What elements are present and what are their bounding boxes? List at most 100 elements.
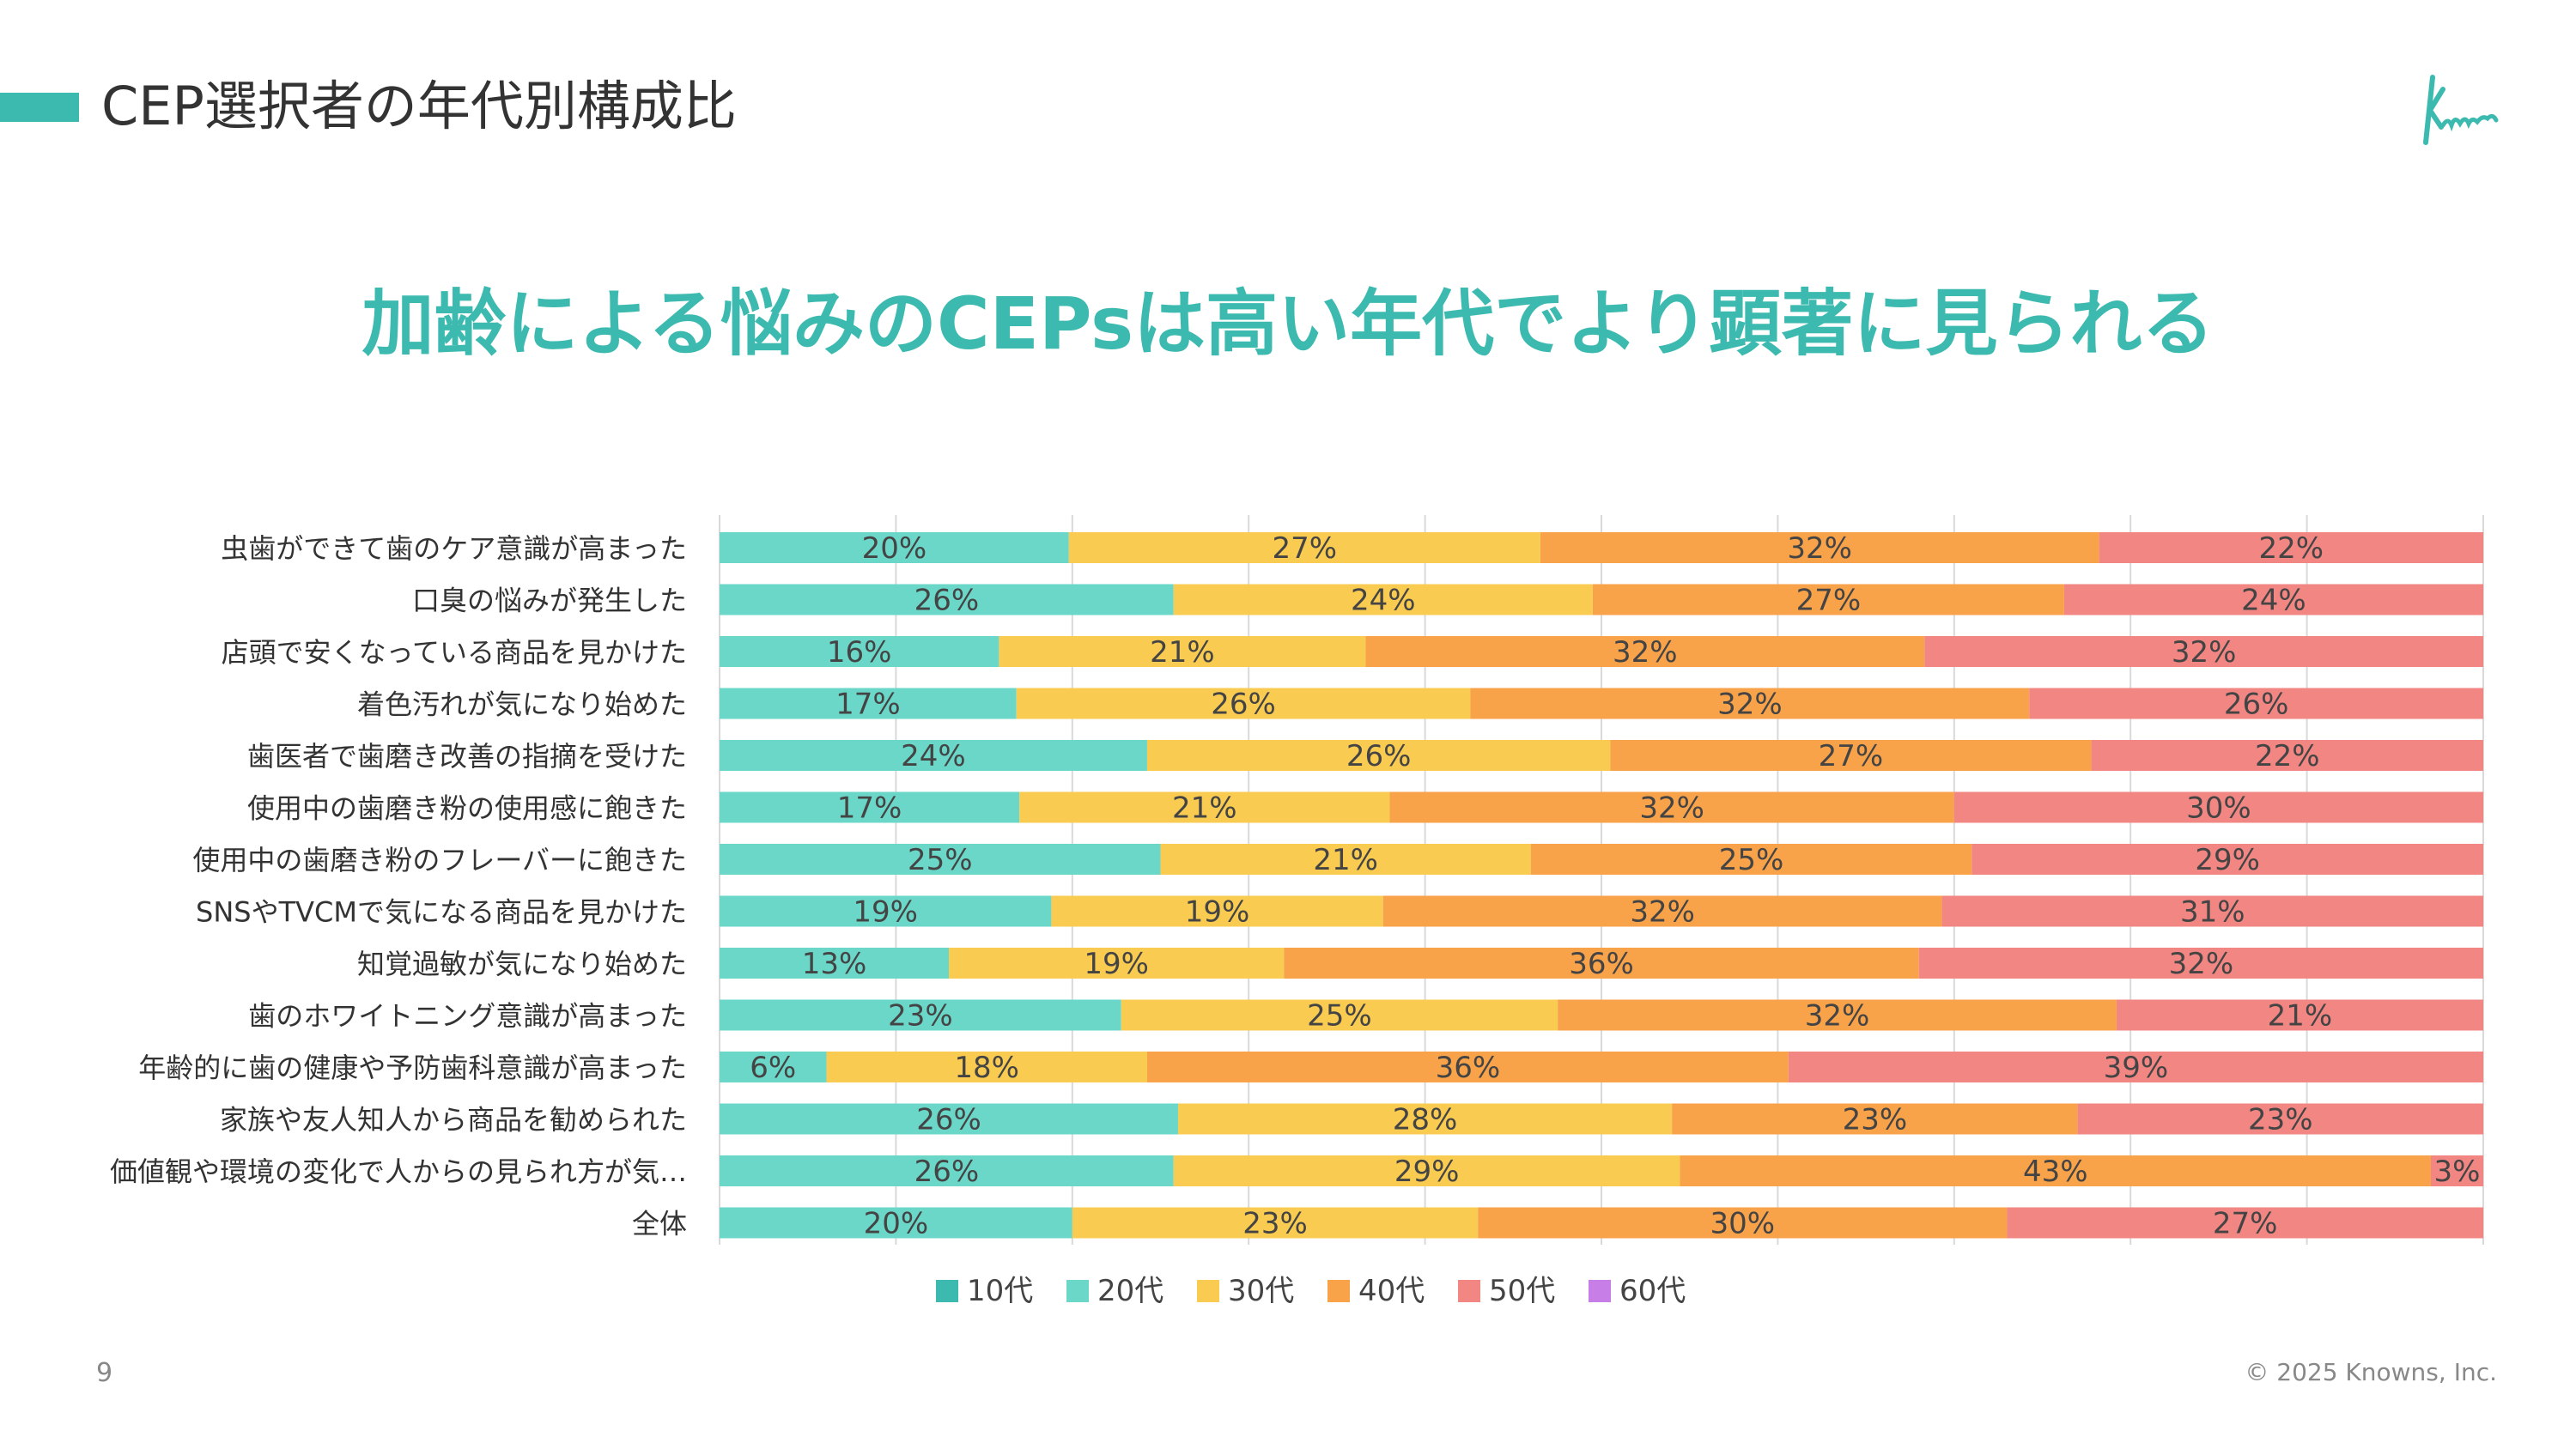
data-label: 27%	[2213, 1207, 2278, 1241]
bar-segment	[2430, 1155, 2483, 1186]
legend-swatch	[1066, 1280, 1089, 1302]
legend-swatch	[1458, 1280, 1480, 1302]
data-label: 29%	[1394, 1155, 1460, 1189]
bar-segment	[1540, 532, 2099, 563]
legend-label: 60代	[1619, 1274, 1686, 1308]
data-label: 26%	[916, 1103, 981, 1137]
data-label: 26%	[1346, 739, 1412, 773]
bar-segment	[826, 1052, 1147, 1082]
bar-segment	[1918, 948, 2483, 979]
data-label: 21%	[1313, 843, 1378, 877]
bar-segment	[720, 999, 1121, 1031]
bar-segment	[1173, 584, 1593, 615]
legend-label: 40代	[1358, 1274, 1425, 1308]
bar-segment	[1068, 532, 1540, 563]
data-label: 39%	[2104, 1051, 2169, 1085]
bar-segment	[1478, 1207, 2008, 1239]
bar-segment	[2063, 584, 2483, 615]
bar-segment	[720, 1052, 827, 1082]
data-label: 16%	[827, 635, 892, 670]
bar-segment	[1788, 1052, 2483, 1082]
data-label: 19%	[1084, 947, 1149, 981]
category-label: 年齢的に歯の健康や予防歯科意識が高まった	[138, 1052, 687, 1084]
legend-swatch	[1327, 1280, 1350, 1302]
bar-segment	[999, 636, 1366, 667]
data-label: 23%	[1242, 1207, 1308, 1241]
data-label: 32%	[1717, 688, 1783, 722]
data-label: 25%	[908, 843, 973, 877]
legend-swatch	[1589, 1280, 1611, 1302]
data-label: 19%	[853, 895, 918, 930]
data-label: 6%	[750, 1051, 796, 1085]
data-label: 36%	[1569, 947, 1634, 981]
data-label: 23%	[2248, 1103, 2313, 1137]
category-label: 歯医者で歯磨き改善の指摘を受けた	[247, 740, 687, 773]
bar-segment	[720, 740, 1147, 771]
data-label: 25%	[1719, 843, 1784, 877]
data-label: 32%	[1805, 999, 1870, 1034]
data-label: 20%	[864, 1207, 929, 1241]
bar-segment	[2091, 740, 2483, 771]
bar-segment	[2029, 688, 2483, 719]
data-label: 32%	[1613, 635, 1678, 670]
bar-segment	[720, 895, 1052, 927]
bar-segment	[1953, 791, 2483, 823]
bar-segment	[1558, 999, 2117, 1031]
legend-label: 50代	[1489, 1274, 1555, 1308]
legend-label: 10代	[967, 1274, 1033, 1308]
bar-segment	[2116, 999, 2483, 1031]
bar-segment	[1610, 740, 2092, 771]
bar-segment	[1924, 636, 2483, 667]
data-label: 27%	[1819, 739, 1884, 773]
bar-segment	[1941, 895, 2483, 927]
bar-segment	[1389, 791, 1954, 823]
data-label: 21%	[2268, 999, 2333, 1034]
data-label: 32%	[1787, 531, 1852, 566]
data-label: 32%	[2172, 635, 2237, 670]
data-label: 23%	[888, 999, 953, 1034]
data-label: 30%	[1710, 1207, 1776, 1241]
bar-segment	[720, 948, 950, 979]
bar-segment	[1178, 1103, 1673, 1135]
header-accent-bar	[0, 93, 79, 122]
data-label: 30%	[2186, 791, 2251, 826]
bar-segment	[1072, 1207, 1479, 1239]
bar-segment	[720, 1103, 1179, 1135]
data-label: 29%	[2195, 843, 2260, 877]
data-label: 24%	[1351, 584, 1416, 618]
bar-segment	[1971, 844, 2483, 875]
data-label: 24%	[901, 739, 966, 773]
legend-swatch	[936, 1280, 958, 1302]
category-label: 着色汚れが気になり始めた	[357, 688, 687, 721]
bar-segment	[1160, 844, 1531, 875]
data-label: 26%	[914, 1155, 980, 1189]
bar-segment	[720, 1155, 1174, 1186]
data-label: 36%	[1436, 1051, 1501, 1085]
category-label: 歯のホワイトニング意識が高まった	[248, 1000, 687, 1033]
data-label: 31%	[2180, 895, 2245, 930]
data-label: 25%	[1307, 999, 1372, 1034]
bar-segment	[720, 1207, 1072, 1239]
bar-segment	[1680, 1155, 2431, 1186]
copyright: © 2025 Knowns, Inc.	[2245, 1358, 2497, 1386]
bar-segment	[720, 636, 999, 667]
category-label: SNSやTVCMで気になる商品を見かけた	[196, 896, 687, 929]
data-label: 26%	[1211, 688, 1276, 722]
page-title: CEP選択者の年代別構成比	[101, 75, 737, 137]
category-label: 使用中の歯磨き粉のフレーバーに飽きた	[192, 844, 687, 876]
category-label: 使用中の歯磨き粉の使用感に飽きた	[247, 792, 687, 825]
data-label: 32%	[1639, 791, 1704, 826]
legend-label: 30代	[1228, 1274, 1294, 1308]
category-label: 虫歯ができて歯のケア意識が高まった	[221, 532, 687, 565]
bar-segment	[2007, 1207, 2483, 1239]
data-label: 3%	[2434, 1155, 2481, 1189]
stacked-bar-chart: 虫歯ができて歯のケア意識が高まった 20% 27% 32% 22% 口臭の悩みが発生した 2…	[110, 515, 2484, 1308]
data-label: 23%	[1843, 1103, 1908, 1137]
knowns-logo	[2423, 75, 2499, 145]
bar-segment	[1121, 999, 1558, 1031]
data-label: 22%	[2259, 531, 2324, 566]
bar-segment	[1530, 844, 1972, 875]
data-label: 28%	[1393, 1103, 1458, 1137]
data-label: 20%	[862, 531, 927, 566]
category-label: 全体	[632, 1208, 687, 1240]
